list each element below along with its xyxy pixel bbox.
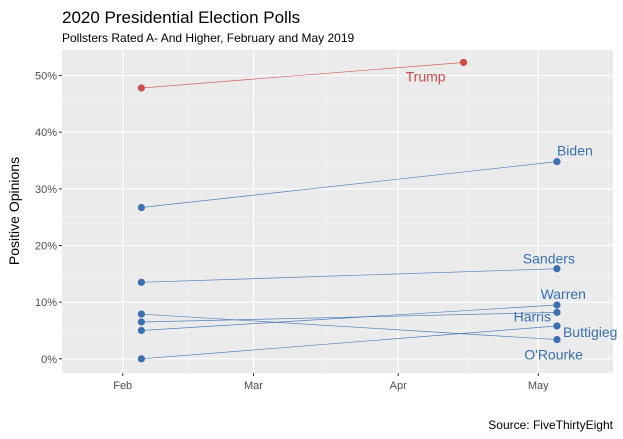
x-tick-label: May [528,380,549,392]
x-tick-label: Feb [113,380,132,392]
data-point-buttigieg-end [553,322,561,330]
data-point-harris-feb [137,318,145,326]
y-tick-label: 50% [35,71,57,83]
chart-title: 2020 Presidential Election Polls [62,8,300,27]
data-point-sanders-end [553,265,561,273]
data-point-sanders-feb [137,278,145,286]
data-point-buttigieg-feb [137,355,145,363]
y-tick-label: 30% [35,184,57,196]
data-point-warren-end [553,301,561,309]
data-point-biden-end [553,158,561,166]
series-label-buttigieg: Buttigieg [563,324,617,340]
y-tick-label: 20% [35,241,57,253]
x-axis-ticks: Feb Mar Apr May [113,373,549,392]
series-label-sanders: Sanders [523,251,575,267]
plot-panel [62,50,613,373]
chart-caption: Source: FiveThirtyEight [488,418,613,432]
chart-subtitle: Pollsters Rated A- And Higher, February … [62,31,354,45]
series-line-sanders [141,268,557,283]
x-tick-label: Apr [390,380,407,392]
data-point-trump-end [459,58,468,67]
y-axis-title: Positive Opinions [6,157,22,265]
series-lines [141,62,558,360]
y-tick-label: 40% [35,127,57,139]
x-tick-label: Mar [244,380,263,392]
series-line-buttigieg [141,325,557,360]
y-tick-label: 0% [41,354,57,366]
series-label-o-rourke: O'Rourke [524,347,583,363]
data-point-warren-feb [137,326,145,335]
series-label-trump: Trump [406,68,446,84]
series-line-warren [141,304,557,331]
data-point-biden-feb [137,203,145,212]
grid-lines [62,50,613,373]
series-label-warren: Warren [541,286,586,302]
series-line-harris [141,312,557,323]
series-points [137,58,561,363]
data-point-o-rourke-end [553,335,561,344]
data-point-o-rourke-feb [137,310,145,318]
series-line-trump [141,62,464,89]
series-line-biden [141,161,558,208]
series-label-biden: Biden [557,143,593,159]
data-point-trump-feb [137,84,145,92]
series-label-harris: Harris [514,308,551,324]
y-axis-ticks: 0% 10% 20% 30% 40% 50% [35,71,62,366]
data-point-harris-end [553,308,561,316]
y-tick-label: 10% [35,297,57,309]
series-line-o-rourke [141,313,557,340]
series-labels: Trump Biden Sanders Warren Harris Buttigieg O'… [406,68,618,362]
